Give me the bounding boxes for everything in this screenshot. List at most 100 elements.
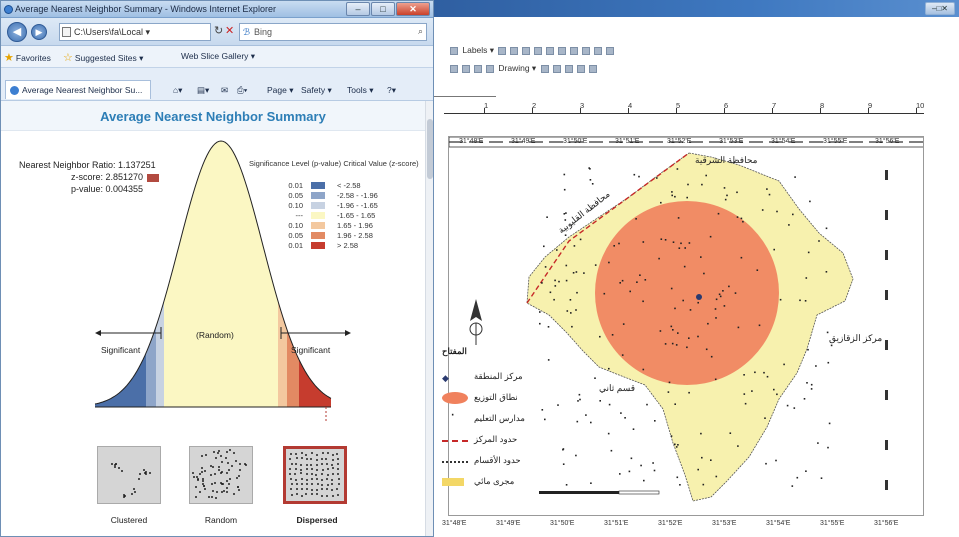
marker-tool-icon[interactable] xyxy=(588,64,597,73)
school-point xyxy=(638,175,640,178)
home-icon[interactable]: ⌂▾ xyxy=(173,85,183,95)
pattern-dot xyxy=(300,464,303,467)
maximize-button[interactable]: □ xyxy=(371,2,395,16)
school-point xyxy=(743,374,745,376)
scale-bar xyxy=(539,491,619,494)
top-coord-label: 31°53'E xyxy=(719,138,744,145)
ie-titlebar[interactable]: Average Nearest Neighbor Summary - Windo… xyxy=(1,1,433,18)
pattern-dot xyxy=(299,472,302,475)
labels-menu[interactable]: Labels ▾ xyxy=(462,45,495,55)
scrollbar-thumb[interactable] xyxy=(427,119,433,179)
address-text: C:\Users\fa\Local ▾ xyxy=(74,27,151,37)
tools-menu[interactable]: Tools ▾ xyxy=(347,85,374,95)
school-point xyxy=(562,463,565,465)
pattern-dot xyxy=(295,478,298,481)
label-tool-icon[interactable] xyxy=(546,46,555,55)
close-button[interactable]: ✕ xyxy=(396,2,430,16)
ruler-number: 6 xyxy=(724,101,729,110)
label-tool-icon[interactable] xyxy=(594,46,603,55)
pattern-dot xyxy=(138,472,141,475)
school-point xyxy=(563,213,566,215)
pan-tool-icon[interactable] xyxy=(486,64,494,73)
pattern-dot xyxy=(221,482,224,485)
tab-page-icon xyxy=(10,86,19,95)
forward-button[interactable]: ▶ xyxy=(31,24,47,40)
top-coord-label: 31°49'E xyxy=(511,138,536,145)
zoom-tool-icon[interactable] xyxy=(474,64,482,73)
label-tool-icon[interactable] xyxy=(498,46,507,55)
map-layout-frame[interactable]: 31°48'E 31°49'E 31°50'E 31°51'E 31°52'E … xyxy=(448,136,924,516)
stop-icon[interactable]: ✕ xyxy=(225,25,235,37)
legend-item-label: مدارس التعليم xyxy=(474,413,525,423)
label-tool-icon[interactable] xyxy=(558,46,567,55)
suggested-sites-link[interactable]: ☆ Suggested Sites ▾ xyxy=(63,52,144,64)
report-header: Average Nearest Neighbor Summary xyxy=(1,101,425,131)
back-button[interactable]: ◀ xyxy=(7,22,27,42)
school-point xyxy=(827,361,830,364)
pattern-dot xyxy=(290,488,292,491)
school-point xyxy=(543,245,545,248)
pattern-dot xyxy=(218,468,221,471)
help-menu[interactable]: ?▾ xyxy=(387,85,396,95)
label-tool-icon[interactable] xyxy=(534,46,543,55)
search-icon[interactable]: ⌕ xyxy=(417,26,423,36)
search-input[interactable]: ℬ Bing ⌕ xyxy=(239,23,427,41)
vertical-scrollbar[interactable] xyxy=(425,101,433,536)
pattern-dot xyxy=(331,453,334,456)
north-arrow-icon xyxy=(465,297,487,349)
school-point xyxy=(687,183,689,186)
pattern-dot xyxy=(310,457,312,460)
font-tool-icon[interactable] xyxy=(552,64,561,73)
pattern-dot xyxy=(130,493,133,496)
pattern-dot xyxy=(231,464,234,467)
favorites-button[interactable]: ★ Favorites xyxy=(4,52,51,64)
pattern-dot xyxy=(138,477,141,480)
pattern-dot xyxy=(320,472,323,475)
labels-toolbar[interactable]: Labels ▾ xyxy=(448,45,616,56)
page-menu[interactable]: Page ▾ xyxy=(267,85,294,95)
pattern-dot xyxy=(115,462,118,465)
label-tool-icon[interactable] xyxy=(570,46,579,55)
tab-active[interactable]: Average Nearest Neighbor Su... xyxy=(5,80,151,99)
select-tool-icon[interactable] xyxy=(450,64,458,73)
school-point xyxy=(622,323,625,325)
scale-dropdown[interactable] xyxy=(434,83,496,97)
school-point xyxy=(547,326,550,328)
school-point xyxy=(729,432,732,434)
minimize-button[interactable]: – xyxy=(346,2,370,16)
school-point xyxy=(710,459,712,461)
address-input[interactable]: C:\Users\fa\Local ▾ xyxy=(59,23,211,41)
feeds-icon[interactable]: ▤▾ xyxy=(197,85,210,95)
refresh-icon[interactable]: ↻ xyxy=(214,25,224,37)
school-point xyxy=(810,383,813,386)
arcmap-window-button[interactable]: –□✕ xyxy=(925,2,955,15)
school-point xyxy=(701,456,703,459)
pattern-dot xyxy=(205,454,208,457)
arcmap-titlebar[interactable]: –□✕ xyxy=(434,0,959,17)
pattern-label-random: Random xyxy=(204,515,238,525)
map-canvas[interactable] xyxy=(449,137,924,516)
school-point xyxy=(717,212,720,215)
safety-menu[interactable]: Safety ▾ xyxy=(301,85,332,95)
top-coord-label: 31°48'E xyxy=(459,138,484,145)
pattern-dot xyxy=(304,453,307,456)
label-tool-icon[interactable] xyxy=(510,46,519,55)
school-point xyxy=(607,432,610,435)
mail-icon[interactable]: ✉ xyxy=(221,85,229,95)
label-tool-icon[interactable] xyxy=(522,46,531,55)
arcmap-toolbar: Labels ▾ Drawing ▾ xyxy=(434,17,959,97)
drawing-toolbar[interactable]: Drawing ▾ xyxy=(448,63,599,74)
drawing-menu[interactable]: Drawing ▾ xyxy=(498,63,537,73)
tab-bar: Average Nearest Neighbor Su... ⌂▾ ▤▾ ✉ ⎙… xyxy=(1,68,433,101)
web-slice-link[interactable]: Web Slice Gallery ▾ xyxy=(181,51,256,61)
print-icon[interactable]: ⎙▾ xyxy=(237,85,248,95)
school-point xyxy=(786,404,789,407)
rotate-tool-icon[interactable] xyxy=(462,64,470,73)
legend-row: --- -1.65 - 1.65 xyxy=(249,211,419,221)
pattern-dot xyxy=(327,452,330,455)
line-tool-icon[interactable] xyxy=(576,64,585,73)
text-tool-icon[interactable] xyxy=(540,64,549,73)
label-tool-icon[interactable] xyxy=(606,46,615,55)
label-tool-icon[interactable] xyxy=(582,46,591,55)
fill-tool-icon[interactable] xyxy=(564,64,573,73)
